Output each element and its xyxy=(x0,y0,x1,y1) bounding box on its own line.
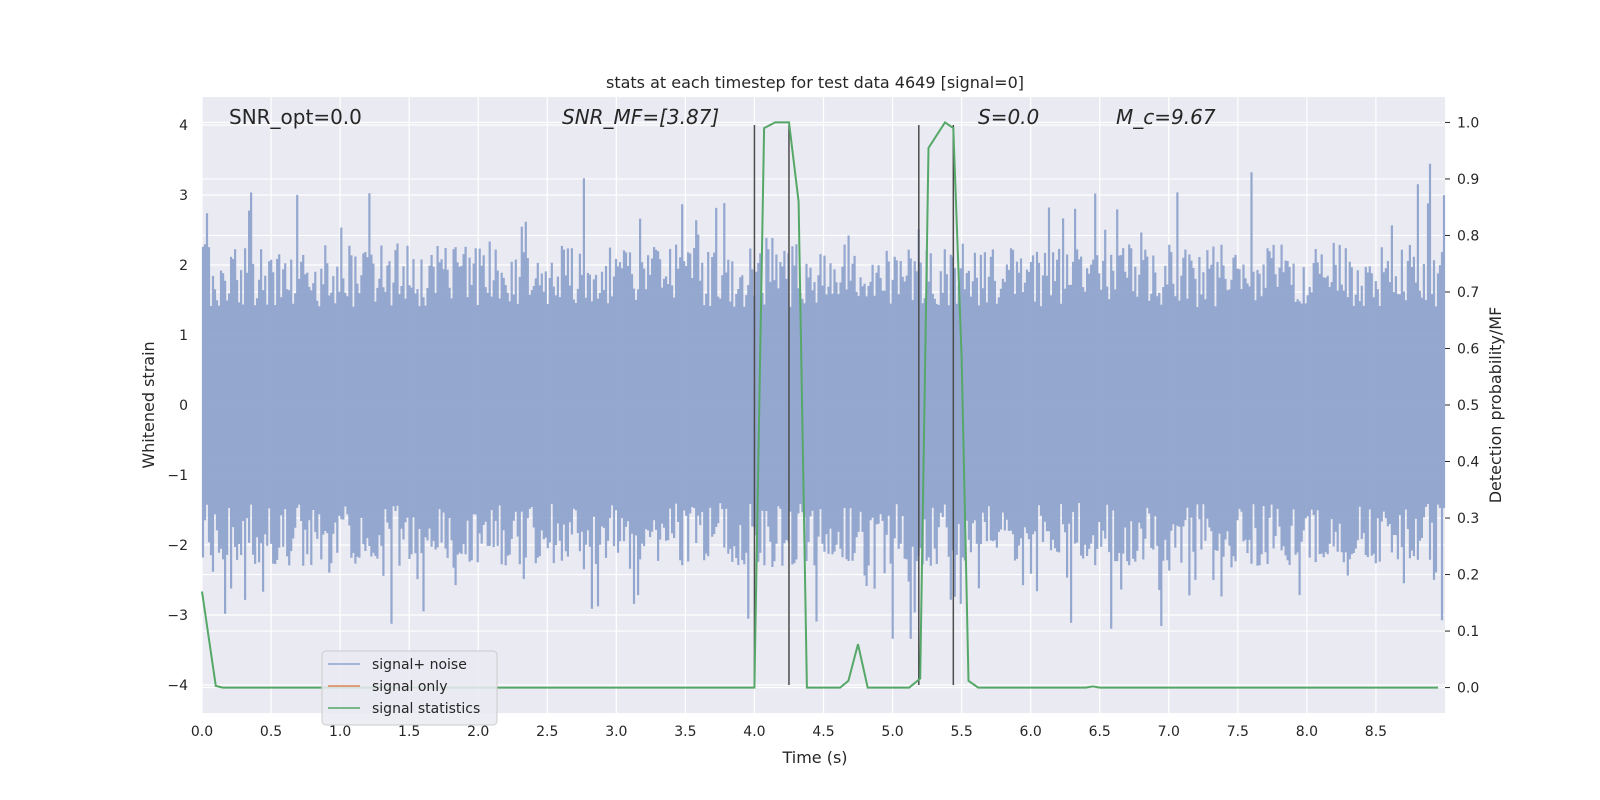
x-tick-label: 4.5 xyxy=(812,724,834,740)
x-tick-label: 2.5 xyxy=(536,724,558,740)
x-tick-label: 6.5 xyxy=(1089,724,1111,740)
legend-label-signal-noise: signal+ noise xyxy=(372,657,467,673)
signal-statistics-line xyxy=(201,120,1439,689)
y2-tick-label: 0.6 xyxy=(1457,341,1479,357)
y2-axis-ticks: 1.0 0.9 0.8 0.7 0.6 0.5 0.4 0.3 0.2 0.1 0.0 xyxy=(1445,115,1479,697)
legend: signal+ noise signal only signal statist… xyxy=(321,650,498,726)
y2-tick-label: 0.7 xyxy=(1457,285,1479,301)
y2-tick-label: 0.8 xyxy=(1457,228,1479,244)
y2-tick-label: 0.4 xyxy=(1457,455,1479,471)
y2-tick-label: 0.5 xyxy=(1457,398,1479,414)
x-tick-label: 3.5 xyxy=(674,724,696,740)
x-tick-label: 7.5 xyxy=(1227,724,1249,740)
x-tick-label: 7.0 xyxy=(1158,724,1180,740)
annotation-snr-opt: SNR_opt=0.0 xyxy=(229,105,362,129)
x-tick-label: 0.0 xyxy=(191,724,213,740)
y-axis-ticks: 4 3 2 1 0 −1 −2 −3 −4 xyxy=(167,118,188,694)
y-tick-label: 3 xyxy=(179,188,188,204)
y-tick-label: 2 xyxy=(179,258,188,274)
x-tick-label: 0.5 xyxy=(260,724,282,740)
x-tick-label: 3.0 xyxy=(605,724,627,740)
y-tick-label: −1 xyxy=(167,468,188,484)
y2-tick-label: 1.0 xyxy=(1457,115,1479,131)
legend-label-signal-only: signal only xyxy=(372,679,447,695)
annotation-s: S=0.0 xyxy=(978,105,1039,129)
x-tick-label: 5.5 xyxy=(950,724,972,740)
x-tick-label: 6.0 xyxy=(1020,724,1042,740)
y2-axis-label: Detection probability/MF xyxy=(1486,307,1505,504)
annotation-mc: M_c=9.67 xyxy=(1116,105,1216,129)
y-tick-label: −3 xyxy=(167,608,188,624)
y-tick-label: 1 xyxy=(179,328,188,344)
y2-tick-label: 0.2 xyxy=(1457,568,1479,584)
series-signal-statistics xyxy=(201,120,1439,689)
x-tick-label: 5.0 xyxy=(881,724,903,740)
y2-tick-label: 0.9 xyxy=(1457,172,1479,188)
y-tick-label: 0 xyxy=(179,398,188,414)
x-tick-label: 1.0 xyxy=(329,724,351,740)
annotation-snr-mf: SNR_MF=[3.87] xyxy=(562,105,719,129)
y-tick-label: −4 xyxy=(167,678,188,694)
vertical-markers xyxy=(753,125,955,685)
x-tick-label: 8.5 xyxy=(1365,724,1387,740)
x-tick-label: 2.0 xyxy=(467,724,489,740)
y2-tick-label: 0.1 xyxy=(1457,624,1479,640)
x-tick-label: 1.5 xyxy=(398,724,420,740)
x-axis-ticks: 0.0 0.5 1.0 1.5 2.0 2.5 3.0 3.5 4.0 4.5 5.0 5.5 6.0 6… xyxy=(191,724,1387,740)
y-axis-label: Whitened strain xyxy=(139,341,158,468)
y2-tick-label: 0.0 xyxy=(1457,681,1479,697)
y2-tick-label: 0.3 xyxy=(1457,511,1479,527)
y-tick-label: 4 xyxy=(179,118,188,134)
x-tick-label: 8.0 xyxy=(1296,724,1318,740)
x-tick-label: 4.0 xyxy=(743,724,765,740)
legend-label-signal-statistics: signal statistics xyxy=(372,701,480,717)
x-axis-label: Time (s) xyxy=(781,748,847,767)
chart-title: stats at each timestep for test data 464… xyxy=(606,73,1024,92)
y-tick-label: −2 xyxy=(167,538,188,554)
